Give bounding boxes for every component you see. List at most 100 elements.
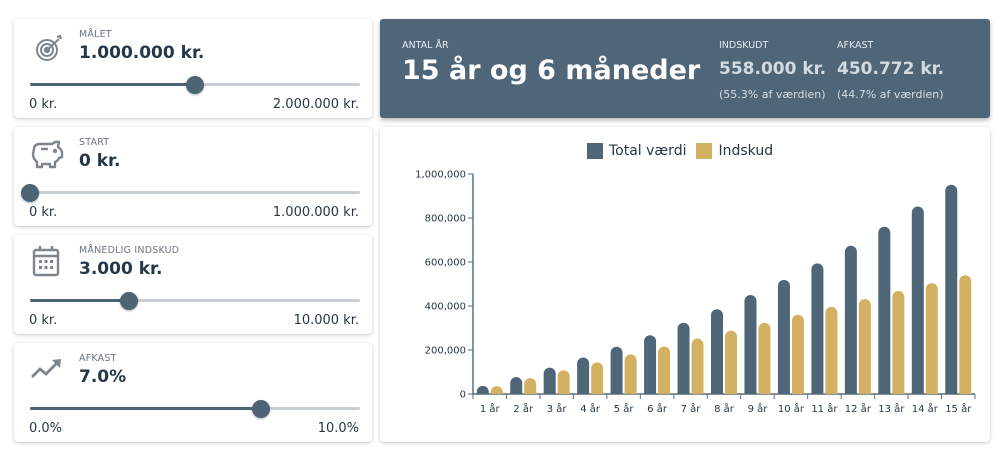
monthly-value: 3.000 kr. bbox=[79, 259, 163, 279]
bar-deposit[interactable] bbox=[825, 306, 838, 394]
bar-total[interactable] bbox=[945, 184, 958, 394]
slider-fill bbox=[30, 407, 261, 410]
y-axis: 0 200,000 400,000 600,000 800,000 1,000,000 bbox=[415, 170, 474, 401]
monthly-max: 10.000 kr. bbox=[293, 313, 359, 328]
bar-deposit[interactable] bbox=[658, 346, 671, 394]
bar-deposit[interactable] bbox=[591, 362, 604, 394]
x-tick-label: 9 år bbox=[748, 402, 769, 415]
start-card: START 0 kr. 0 kr. 1.000.000 kr. bbox=[14, 127, 372, 226]
bar-deposit[interactable] bbox=[490, 386, 503, 394]
x-tick-label: 11 år bbox=[811, 402, 838, 415]
bar-total[interactable] bbox=[644, 335, 657, 394]
bar-total[interactable] bbox=[811, 263, 824, 394]
bar-total[interactable] bbox=[476, 385, 489, 394]
legend-label-total: Total værdi bbox=[609, 143, 687, 159]
years-label: ANTAL ÅR bbox=[402, 40, 449, 51]
bar-total[interactable] bbox=[510, 377, 523, 394]
monthly-label: MÅNEDLIG INDSKUD bbox=[79, 245, 180, 256]
summary-panel: ANTAL ÅR 15 år og 6 måneder INDSKUDT 558… bbox=[380, 19, 990, 118]
slider-thumb[interactable] bbox=[120, 292, 138, 310]
return-value: 7.0% bbox=[79, 367, 127, 387]
x-tick-label: 4 år bbox=[580, 402, 601, 415]
bar-deposit[interactable] bbox=[557, 370, 570, 394]
x-tick-label: 13 år bbox=[878, 402, 905, 415]
bar-chart: 0 200,000 400,000 600,000 800,000 1,000,000 1… bbox=[415, 170, 976, 415]
bar-total[interactable] bbox=[777, 279, 790, 394]
trending-up-icon bbox=[30, 357, 64, 381]
y-tick-label: 800,000 bbox=[425, 214, 466, 225]
return-summary-value: 450.772 kr. bbox=[837, 59, 945, 79]
bar-total[interactable] bbox=[711, 309, 723, 394]
goal-card: MÅLET 1.000.000 kr. 0 kr. 2.000.000 kr. bbox=[14, 19, 372, 118]
slider-track[interactable] bbox=[30, 191, 360, 194]
return-summary-label: AFKAST bbox=[837, 40, 874, 51]
return-summary-share: (44.7% af værdien) bbox=[837, 88, 944, 101]
return-card: AFKAST 7.0% 0.0% 10.0% bbox=[14, 343, 372, 442]
x-tick-label: 5 år bbox=[614, 402, 635, 415]
bar-total[interactable] bbox=[677, 322, 690, 394]
bar-deposit[interactable] bbox=[892, 291, 905, 394]
deposit-value: 558.000 kr. bbox=[719, 59, 827, 79]
monthly-min: 0 kr. bbox=[29, 313, 58, 328]
slider-track[interactable] bbox=[30, 299, 360, 302]
x-tick-label: 15 år bbox=[945, 402, 972, 415]
monthly-slider[interactable] bbox=[30, 292, 360, 310]
return-min: 0.0% bbox=[29, 421, 63, 436]
monthly-card: MÅNEDLIG INDSKUD 3.000 kr. 0 kr. 10.000 … bbox=[14, 235, 372, 334]
slider-thumb[interactable] bbox=[21, 184, 39, 202]
start-min: 0 kr. bbox=[29, 205, 58, 220]
bar-deposit[interactable] bbox=[691, 338, 704, 394]
bar-total[interactable] bbox=[543, 367, 556, 394]
slider-thumb[interactable] bbox=[186, 76, 204, 94]
bar-deposit[interactable] bbox=[925, 283, 938, 394]
y-tick-label: 1,000,000 bbox=[415, 170, 466, 181]
return-label: AFKAST bbox=[79, 353, 117, 364]
x-tick-label: 10 år bbox=[778, 402, 805, 415]
x-tick-label: 3 år bbox=[547, 402, 568, 415]
goal-value: 1.000.000 kr. bbox=[79, 43, 205, 63]
x-tick-label: 6 år bbox=[647, 402, 668, 415]
x-tick-label: 12 år bbox=[845, 402, 872, 415]
chart-card: Total værdi Indskud 0 200,000 400,000 600,0… bbox=[380, 127, 990, 442]
slider-thumb[interactable] bbox=[252, 400, 270, 418]
slider-fill bbox=[30, 83, 195, 86]
goal-min: 0 kr. bbox=[29, 97, 58, 112]
chart-legend: Total værdi Indskud bbox=[587, 143, 783, 159]
bar-deposit[interactable] bbox=[959, 275, 972, 394]
start-slider[interactable] bbox=[21, 184, 360, 202]
x-tick-label: 1 år bbox=[480, 402, 501, 415]
x-tick-label: 2 år bbox=[513, 402, 534, 415]
bar-total[interactable] bbox=[844, 245, 857, 394]
bar-total[interactable] bbox=[878, 226, 891, 394]
bar-deposit[interactable] bbox=[524, 378, 537, 394]
bar-deposit[interactable] bbox=[791, 314, 804, 394]
bars bbox=[476, 184, 972, 394]
x-tick-label: 8 år bbox=[714, 402, 735, 415]
legend-item-deposit[interactable]: Indskud bbox=[696, 143, 773, 159]
return-max: 10.0% bbox=[317, 421, 359, 436]
bar-total[interactable] bbox=[610, 346, 623, 394]
deposit-label: INDSKUDT bbox=[719, 40, 769, 51]
legend-swatch-deposit bbox=[696, 143, 713, 159]
return-slider[interactable] bbox=[30, 400, 360, 418]
bar-deposit[interactable] bbox=[858, 298, 871, 394]
goal-label: MÅLET bbox=[79, 29, 112, 40]
legend-item-total[interactable]: Total værdi bbox=[587, 143, 686, 159]
start-value: 0 kr. bbox=[79, 151, 121, 171]
x-tick-label: 14 år bbox=[912, 402, 939, 415]
y-tick-label: 600,000 bbox=[425, 258, 466, 269]
y-tick-label: 200,000 bbox=[425, 346, 466, 357]
target-icon bbox=[32, 31, 66, 65]
bar-total[interactable] bbox=[577, 357, 590, 394]
goal-max: 2.000.000 kr. bbox=[272, 97, 359, 112]
legend-label-deposit: Indskud bbox=[718, 143, 774, 159]
goal-slider[interactable] bbox=[30, 76, 360, 94]
calendar-icon bbox=[31, 244, 61, 278]
bar-deposit[interactable] bbox=[725, 330, 737, 394]
bar-deposit[interactable] bbox=[624, 354, 637, 394]
x-axis: 1 år 2 år 3 år 4 år 5 år 6 år 7 år 8 år 9 år 10 å… bbox=[472, 393, 976, 415]
bar-deposit[interactable] bbox=[758, 322, 771, 394]
y-tick-label: 400,000 bbox=[425, 302, 466, 313]
bar-total[interactable] bbox=[911, 206, 924, 394]
bar-total[interactable] bbox=[744, 295, 757, 394]
